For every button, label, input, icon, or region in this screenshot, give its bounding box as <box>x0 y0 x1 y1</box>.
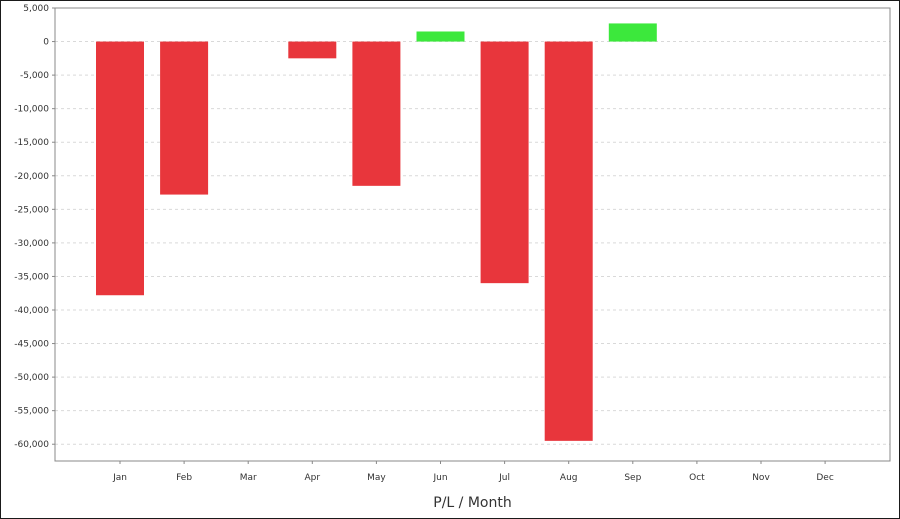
x-tick-label-jan: Jan <box>112 473 127 483</box>
x-tick-label-oct: Oct <box>689 473 705 483</box>
x-tick-label-aug: Aug <box>560 473 578 483</box>
y-tick-label: -25,000 <box>14 205 49 215</box>
x-axis-ticks: Jan Feb Mar Apr May Jun Jul Aug Sep Oct Nov Dec <box>112 461 834 483</box>
y-tick-label: -10,000 <box>14 105 49 115</box>
plot-area <box>54 7 891 462</box>
y-tick-label: -50,000 <box>14 373 49 383</box>
x-tick-label-jun: Jun <box>432 473 447 483</box>
bar-apr <box>288 41 337 59</box>
y-tick-label: 5,000 <box>23 4 49 14</box>
x-tick-label-nov: Nov <box>752 473 770 483</box>
y-tick-label: -30,000 <box>14 239 49 249</box>
x-axis-title: P/L / Month <box>433 495 511 511</box>
bar-jul <box>480 41 529 284</box>
y-tick-label: -55,000 <box>14 407 49 417</box>
bar-may <box>352 41 401 186</box>
y-tick-label: 0 <box>43 38 49 48</box>
bars <box>96 23 657 441</box>
x-tick-label-may: May <box>367 473 386 483</box>
y-tick-label: -40,000 <box>14 306 49 316</box>
x-tick-label-sep: Sep <box>624 473 641 483</box>
bar-sep <box>608 23 657 42</box>
x-tick-label-jul: Jul <box>498 473 510 483</box>
y-tick-label: -20,000 <box>14 172 49 182</box>
bar-feb <box>160 41 209 195</box>
x-tick-label-apr: Apr <box>305 473 321 483</box>
y-axis-ticks: 5,000 0 -5,000 -10,000 -15,000 -20,000 -25,000… <box>14 4 55 450</box>
y-tick-label: -60,000 <box>14 440 49 450</box>
y-tick-label: -15,000 <box>14 138 49 148</box>
y-tick-label: -5,000 <box>20 71 49 81</box>
bar-jan <box>96 41 144 296</box>
x-tick-label-dec: Dec <box>816 473 833 483</box>
x-tick-label-mar: Mar <box>240 473 257 483</box>
x-tick-label-feb: Feb <box>176 473 192 483</box>
y-tick-label: -45,000 <box>14 340 49 350</box>
y-tick-label: -35,000 <box>14 272 49 282</box>
bar-aug <box>544 41 593 441</box>
bar-jun <box>416 31 465 42</box>
